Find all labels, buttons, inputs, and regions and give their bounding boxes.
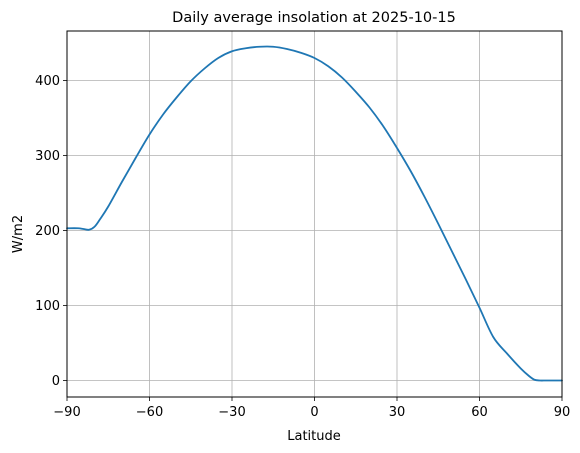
y-tick-label: 200 xyxy=(35,224,60,239)
y-axis-label: W/m2 xyxy=(11,215,26,253)
x-tick-label: −60 xyxy=(136,405,163,420)
y-tick-label: 400 xyxy=(35,74,60,89)
series-layer xyxy=(66,45,563,382)
series-line xyxy=(66,45,563,382)
y-tick-label: 300 xyxy=(35,149,60,164)
x-tick-label: 0 xyxy=(310,405,318,420)
chart-title: Daily average insolation at 2025-10-15 xyxy=(172,10,456,26)
x-tick-label: 90 xyxy=(554,405,571,420)
x-tick-label: −30 xyxy=(218,405,245,420)
x-tick-label: 60 xyxy=(471,405,488,420)
grid-lines xyxy=(66,31,563,397)
x-axis-ticks: −90 −60 −30 0 30 60 90 xyxy=(53,397,570,420)
y-axis-ticks: 0 100 200 300 400 xyxy=(35,74,67,389)
x-axis-label: Latitude xyxy=(287,429,341,444)
x-tick-label: −90 xyxy=(53,405,80,420)
y-tick-label: 0 xyxy=(52,374,60,389)
x-tick-label: 30 xyxy=(389,405,406,420)
y-tick-label: 100 xyxy=(35,299,60,314)
